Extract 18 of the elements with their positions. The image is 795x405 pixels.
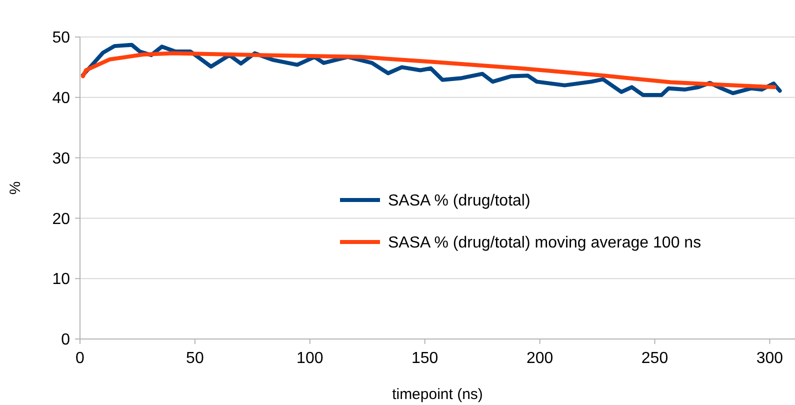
x-tick-label: 0 bbox=[76, 350, 85, 367]
y-tick-label: 40 bbox=[52, 90, 70, 107]
x-tick-label: 300 bbox=[756, 350, 784, 367]
x-tick-label: 200 bbox=[526, 350, 554, 367]
x-tick-label: 50 bbox=[186, 350, 204, 367]
x-tick-label: 150 bbox=[412, 350, 438, 367]
x-tick-label: 100 bbox=[296, 350, 324, 367]
y-tick-label: 10 bbox=[52, 271, 70, 288]
y-tick-label: 50 bbox=[52, 30, 70, 47]
y-tick-label: 30 bbox=[52, 150, 70, 168]
y-axis-title: % bbox=[7, 181, 24, 195]
y-tick-label: 0 bbox=[61, 332, 70, 349]
y-tick-label: 20 bbox=[52, 210, 70, 228]
x-tick-label: 250 bbox=[641, 350, 668, 367]
legend-label: SASA % (drug/total) bbox=[388, 192, 530, 210]
x-axis-title: timepoint (ns) bbox=[392, 386, 483, 403]
legend-label: SASA % (drug/total) moving average 100 ns bbox=[388, 234, 702, 252]
line-series bbox=[80, 51, 776, 90]
